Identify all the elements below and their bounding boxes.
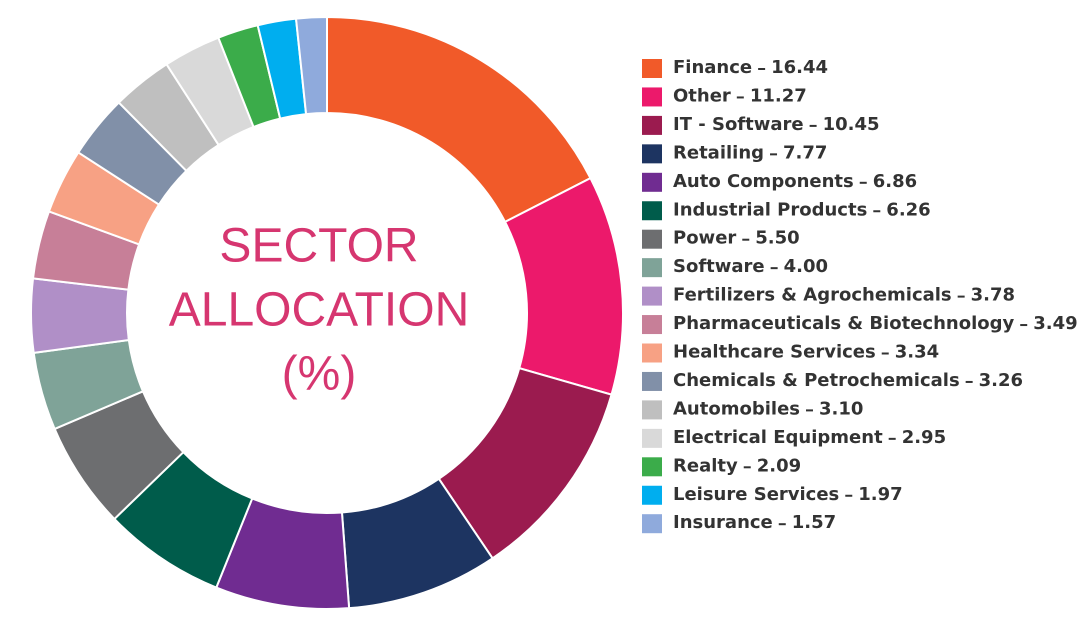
- legend-swatch: [642, 201, 662, 221]
- legend-entry: Pharmaceuticals & Biotechnology 3.49: [642, 313, 1078, 335]
- legend-entry: Software 4.00: [642, 256, 828, 278]
- legend-swatch: [642, 514, 662, 534]
- legend-label: Electrical Equipment: [673, 427, 883, 448]
- legend-value: 2.95: [902, 427, 946, 448]
- legend-value: 3.26: [979, 370, 1023, 391]
- legend-value: 6.86: [873, 171, 917, 192]
- legend-entry: Other 11.27: [642, 85, 807, 107]
- legend-label: Auto Components: [673, 171, 854, 192]
- legend-entry: Auto Components 6.86: [642, 171, 917, 192]
- legend-value: 3.78: [971, 285, 1015, 306]
- legend-value: 2.09: [757, 455, 801, 476]
- legend-label: Finance: [673, 57, 752, 78]
- legend-swatch: [642, 315, 662, 335]
- legend-entry: Chemicals & Petrochemicals 3.26: [642, 370, 1023, 391]
- slice: [294, 15, 328, 116]
- legend-entry: Insurance 1.57: [642, 512, 836, 534]
- legend-entry: IT - Software 10.45: [642, 114, 880, 135]
- legend-label: Realty: [673, 455, 738, 476]
- legend-value: 1.57: [792, 512, 836, 533]
- legend-entry: Automobiles 3.10: [642, 398, 863, 420]
- legend-swatch: [642, 172, 662, 192]
- legend-value: 7.77: [783, 142, 827, 163]
- legend-swatch: [642, 371, 662, 391]
- legend-value: 5.50: [755, 228, 799, 249]
- legend-label: Healthcare Services: [673, 342, 876, 363]
- legend-label: Leisure Services: [673, 484, 839, 505]
- legend-swatch: [642, 87, 662, 107]
- legend-swatch: [642, 59, 662, 78]
- legend-label: Insurance: [673, 512, 773, 533]
- legend-swatch: [642, 485, 662, 505]
- legend-entry: Finance 16.44: [642, 57, 828, 78]
- legend-value: 1.97: [858, 484, 902, 505]
- center-label: (%): [282, 348, 357, 401]
- legend-value: 6.26: [886, 199, 930, 220]
- legend-label: Other: [673, 85, 731, 106]
- legend-value: 4.00: [784, 256, 828, 277]
- center-label: SECTOR: [219, 220, 418, 273]
- legend-swatch: [642, 286, 662, 306]
- legend-swatch: [642, 115, 662, 135]
- legend-label: Power: [673, 228, 736, 249]
- legend-entry: Electrical Equipment 2.95: [642, 427, 946, 448]
- legend-label: Pharmaceuticals & Biotechnology: [673, 313, 1014, 334]
- legend-value: 3.34: [895, 342, 939, 363]
- legend-label: Retailing: [673, 142, 764, 163]
- legend-entry: Leisure Services 1.97: [642, 484, 903, 505]
- legend-label: Software: [673, 256, 765, 277]
- legend-label: Automobiles: [673, 398, 800, 419]
- legend-value: 16.44: [771, 57, 828, 78]
- legend-swatch: [642, 343, 662, 363]
- legend-label: Fertilizers & Agrochemicals: [673, 285, 952, 306]
- legend-label: Chemicals & Petrochemicals: [673, 370, 960, 391]
- legend-entry: Realty 2.09: [642, 455, 801, 477]
- legend-value: 11.27: [750, 85, 807, 106]
- legend-swatch: [642, 400, 662, 420]
- legend-value: 3.49: [1033, 313, 1077, 334]
- legend-label: Industrial Products: [673, 199, 867, 220]
- legend-swatch: [642, 144, 662, 164]
- slice: [30, 277, 130, 355]
- legend-entry: Industrial Products 6.26: [642, 199, 931, 221]
- slices: [30, 15, 624, 610]
- legend-entry: Power 5.50: [642, 228, 800, 249]
- legend-swatch: [642, 457, 662, 477]
- legend-label: IT - Software: [673, 114, 804, 135]
- legend-value: 10.45: [823, 114, 880, 135]
- legend-entry: Fertilizers & Agrochemicals 3.78: [642, 285, 1015, 306]
- legend: Finance 16.44 Other 11.27 IT - Software 10.45…: [642, 57, 1078, 534]
- legend-swatch: [642, 428, 662, 448]
- legend-entry: Healthcare Services 3.34: [642, 342, 939, 363]
- legend-swatch: [642, 229, 662, 249]
- legend-entry: Retailing 7.77: [642, 142, 827, 164]
- center-label: ALLOCATION: [169, 284, 470, 337]
- slice: [326, 15, 592, 224]
- legend-value: 3.10: [819, 398, 863, 419]
- legend-swatch: [642, 258, 662, 278]
